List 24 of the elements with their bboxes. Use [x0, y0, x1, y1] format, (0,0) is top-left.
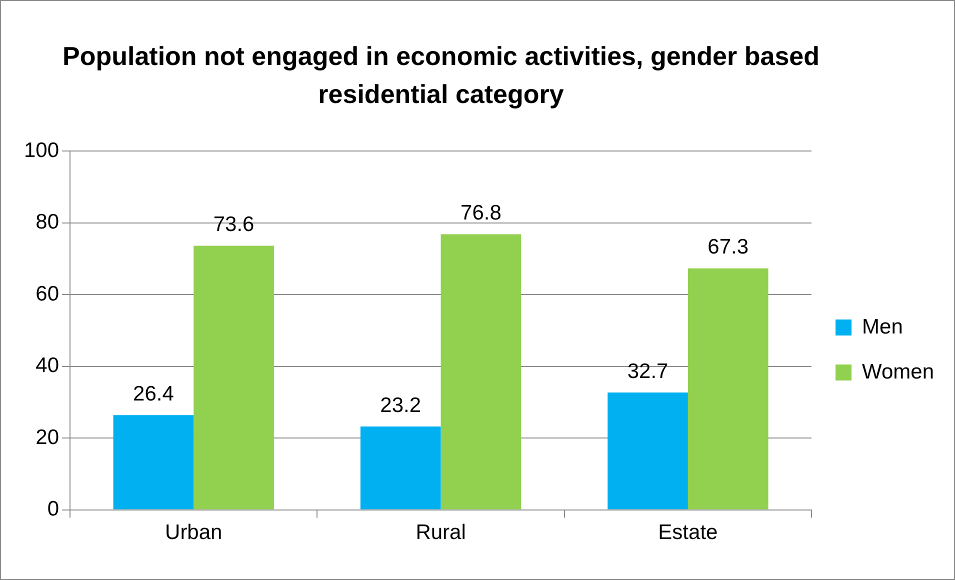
- y-tick-label: 80: [36, 210, 60, 234]
- bar: [608, 392, 688, 510]
- y-tick-label: 40: [36, 354, 60, 378]
- x-tick-label: Rural: [416, 521, 466, 544]
- bar: [360, 426, 441, 510]
- x-tick-label: Urban: [165, 521, 222, 544]
- data-label: 23.2: [380, 394, 422, 417]
- bar: [440, 234, 522, 510]
- data-label: 67.3: [708, 236, 749, 259]
- legend-label: Men: [862, 315, 903, 338]
- legend-label: Women: [862, 360, 934, 384]
- data-label: 73.6: [213, 213, 254, 236]
- bar: [113, 415, 194, 510]
- data-label: 32.7: [627, 360, 668, 383]
- y-tick-label: 0: [47, 498, 60, 521]
- bar: [194, 246, 274, 510]
- data-label: 26.4: [133, 382, 174, 406]
- y-tick-label: 60: [36, 282, 60, 306]
- chart-title: Population not engaged in economic activities, gender based residential category: [61, 40, 821, 111]
- bar: [688, 268, 768, 510]
- y-tick-label: 100: [24, 138, 60, 162]
- y-tick-label: 20: [36, 426, 60, 449]
- data-label: 76.8: [460, 202, 502, 225]
- x-tick-label: Estate: [658, 521, 718, 544]
